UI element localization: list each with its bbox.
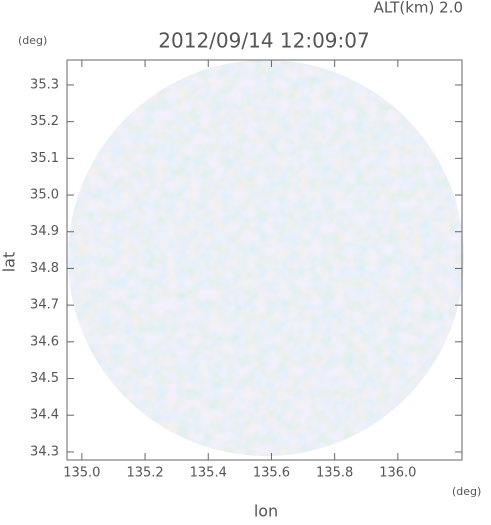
- x-tick-label: 135.8: [316, 466, 353, 481]
- chart-title: 2012/09/14 12:09:07: [158, 29, 369, 53]
- x-unit: (deg): [452, 485, 481, 498]
- x-axis-label: lon: [254, 502, 278, 521]
- y-tick-label: 34.5: [30, 371, 59, 386]
- x-tick-label: 135.4: [190, 466, 227, 481]
- x-tick-label: 135.6: [253, 466, 290, 481]
- plot-frame: [66, 59, 463, 461]
- y-tick-label: 35.3: [30, 77, 59, 92]
- x-tick-label: 135.2: [126, 466, 163, 481]
- y-tick-label: 34.3: [30, 444, 59, 459]
- y-tick-label: 34.9: [30, 224, 59, 239]
- y-tick-label: 35.1: [30, 151, 59, 166]
- y-tick-label: 35.2: [30, 114, 59, 129]
- y-unit: (deg): [18, 34, 47, 47]
- y-tick-label: 35.0: [30, 188, 59, 203]
- x-tick-label: 136.0: [379, 466, 416, 481]
- radar-field: [68, 60, 464, 456]
- y-tick-label: 34.6: [30, 334, 59, 349]
- y-axis-label: lat: [0, 252, 19, 273]
- y-tick-label: 34.4: [30, 408, 59, 423]
- y-tick-label: 34.7: [30, 298, 59, 313]
- y-tick-label: 34.8: [30, 261, 59, 276]
- altitude-label: ALT(km) 2.0: [374, 0, 463, 17]
- x-tick-label: 135.0: [63, 466, 100, 481]
